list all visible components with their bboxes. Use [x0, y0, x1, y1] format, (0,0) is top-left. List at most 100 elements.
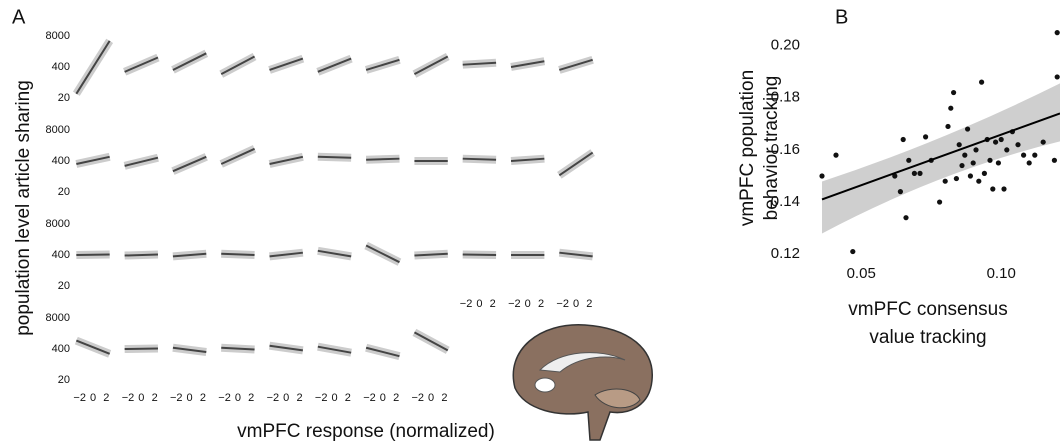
- y-tick-label: 400: [52, 155, 70, 167]
- fit-line: [76, 254, 109, 255]
- y-tick-label: 8000: [46, 218, 70, 230]
- data-point: [987, 158, 992, 163]
- x-tick-label: 0.05: [847, 265, 876, 282]
- x-tick-label: 0.10: [987, 265, 1016, 282]
- fit-line: [221, 57, 254, 75]
- data-point: [943, 179, 948, 184]
- y-tick-label: 20: [58, 186, 70, 198]
- fit-line: [366, 159, 399, 160]
- x-tick-label: −2: [218, 392, 231, 404]
- y-tick-label: 0.14: [771, 193, 800, 210]
- x-tick-label: 0: [573, 298, 579, 310]
- fit-line: [559, 153, 592, 176]
- x-tick-label: −2: [460, 298, 473, 310]
- data-point: [898, 189, 903, 194]
- data-point: [948, 106, 953, 111]
- x-tick-label: 0: [380, 392, 386, 404]
- y-tick-label: 0.12: [771, 245, 800, 262]
- x-tick-label: 0: [283, 392, 289, 404]
- fit-line: [414, 332, 447, 350]
- fit-line: [414, 57, 447, 75]
- x-tick-label: 2: [393, 392, 399, 404]
- x-axis-label: vmPFC response (normalized): [237, 421, 495, 442]
- y-axis-label: population level article sharing: [13, 80, 34, 336]
- data-point: [937, 199, 942, 204]
- y-tick-label: 400: [52, 61, 70, 73]
- x-tick-label: −2: [73, 392, 86, 404]
- x-tick-label: 2: [441, 392, 447, 404]
- data-point: [903, 215, 908, 220]
- data-point: [965, 126, 970, 131]
- y-tick-label: 0.18: [771, 89, 800, 106]
- data-point: [1001, 186, 1006, 191]
- fit-line: [125, 348, 158, 349]
- brain-illustration: [513, 325, 652, 440]
- y-tick-label: 0.16: [771, 141, 800, 158]
- x-tick-label: 0: [138, 392, 144, 404]
- data-point: [993, 139, 998, 144]
- data-point: [1027, 160, 1032, 165]
- x-tick-label: 0: [428, 392, 434, 404]
- data-point: [990, 186, 995, 191]
- data-point: [971, 160, 976, 165]
- fit-line: [463, 159, 496, 160]
- x-tick-label: 2: [200, 392, 206, 404]
- data-point: [1052, 158, 1057, 163]
- x-tick-label: 0: [476, 298, 482, 310]
- x-tick-label: 0: [331, 392, 337, 404]
- data-point: [976, 179, 981, 184]
- data-point: [1004, 147, 1009, 152]
- x-tick-label: 2: [586, 298, 592, 310]
- data-point: [982, 171, 987, 176]
- y-tick-label: 400: [52, 249, 70, 261]
- fit-line: [173, 157, 206, 171]
- data-point: [979, 80, 984, 85]
- x-tick-label: −2: [363, 392, 376, 404]
- y-tick-label: 20: [58, 92, 70, 104]
- x-axis-label: value tracking: [869, 327, 986, 348]
- y-tick-label: 0.20: [771, 37, 800, 54]
- data-point: [923, 134, 928, 139]
- data-point: [1032, 153, 1037, 158]
- data-point: [1041, 139, 1046, 144]
- x-tick-label: 2: [248, 392, 254, 404]
- data-point: [906, 158, 911, 163]
- data-point: [968, 173, 973, 178]
- x-tick-label: −2: [508, 298, 521, 310]
- x-tick-label: −2: [411, 392, 424, 404]
- x-tick-label: 2: [538, 298, 544, 310]
- panel-label: B: [835, 6, 848, 28]
- x-axis-label: vmPFC consensus: [848, 299, 1007, 320]
- data-point: [945, 124, 950, 129]
- data-point: [1021, 153, 1026, 158]
- y-tick-label: 400: [52, 343, 70, 355]
- y-tick-label: 8000: [46, 124, 70, 136]
- x-tick-label: −2: [556, 298, 569, 310]
- x-tick-label: 2: [296, 392, 302, 404]
- panel-label: A: [12, 6, 26, 28]
- y-axis-label: vmPFC population: [737, 70, 758, 226]
- x-tick-label: −2: [267, 392, 280, 404]
- data-point: [1055, 30, 1060, 35]
- x-tick-label: 0: [235, 392, 241, 404]
- data-point: [901, 137, 906, 142]
- data-point: [1055, 74, 1060, 79]
- fit-line: [125, 58, 158, 72]
- y-tick-label: 8000: [46, 30, 70, 42]
- fit-line: [125, 254, 158, 255]
- data-point: [1015, 142, 1020, 147]
- y-tick-label: 20: [58, 280, 70, 292]
- data-point: [999, 137, 1004, 142]
- x-tick-label: 0: [525, 298, 531, 310]
- figure: Apopulation level article sharing vmPFC r…: [0, 0, 1060, 445]
- data-point: [959, 163, 964, 168]
- fit-line: [221, 149, 254, 164]
- data-point: [957, 142, 962, 147]
- data-point: [951, 90, 956, 95]
- data-point: [917, 171, 922, 176]
- confidence-band: [822, 83, 1060, 233]
- x-tick-label: 2: [490, 298, 496, 310]
- data-point: [973, 147, 978, 152]
- data-point: [833, 153, 838, 158]
- fit-line: [173, 53, 206, 70]
